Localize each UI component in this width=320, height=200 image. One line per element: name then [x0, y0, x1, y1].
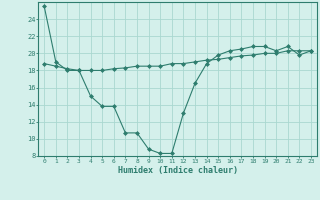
X-axis label: Humidex (Indice chaleur): Humidex (Indice chaleur) — [118, 166, 238, 175]
